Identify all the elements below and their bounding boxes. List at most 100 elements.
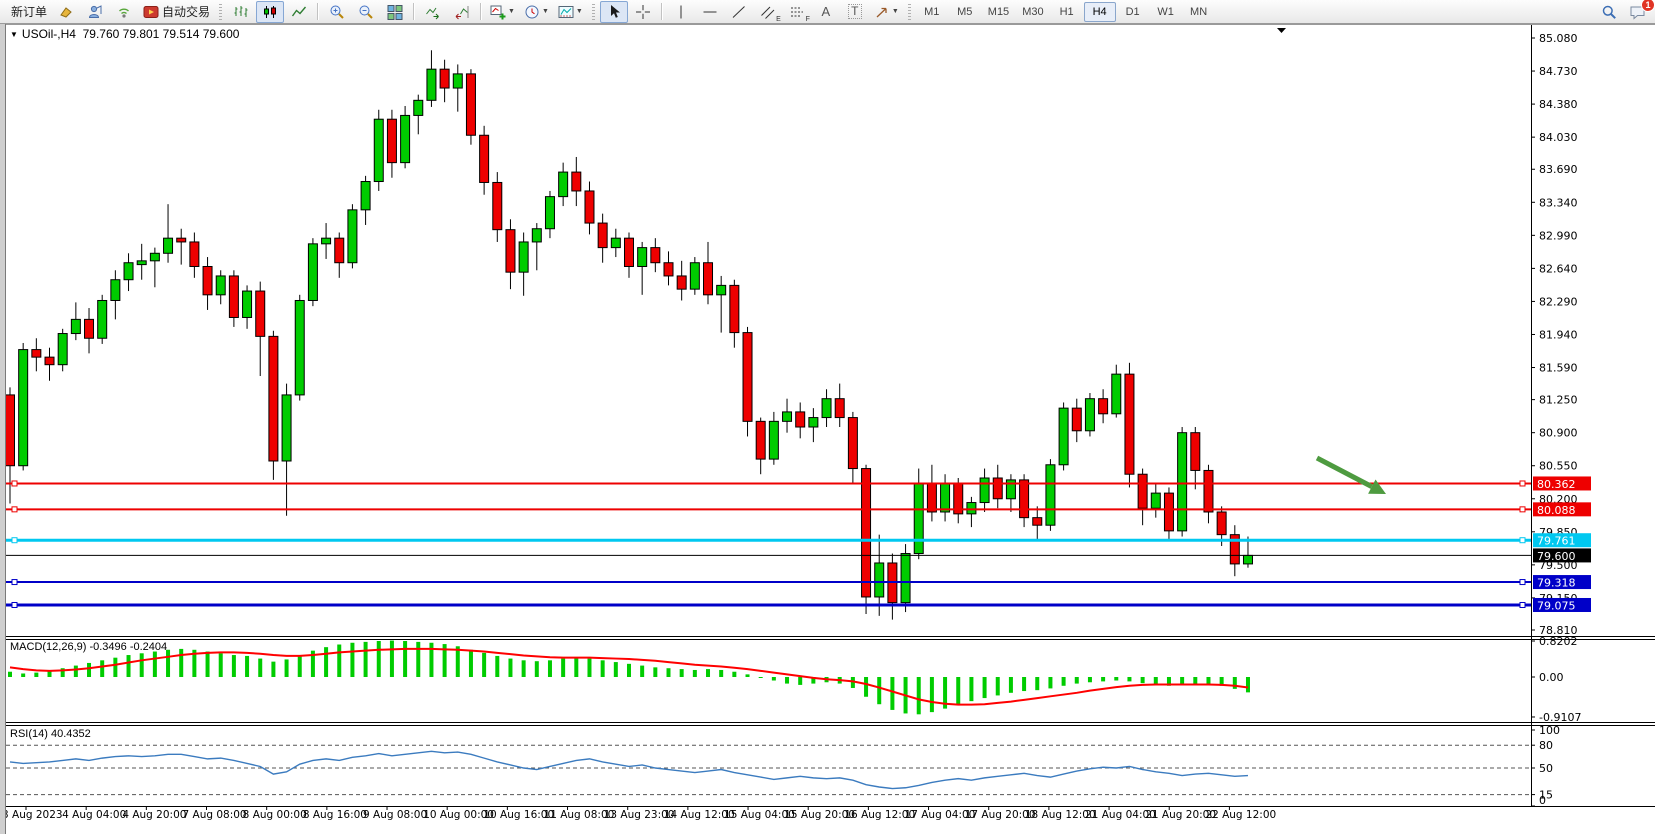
- timeframe-button-h1[interactable]: H1: [1059, 5, 1074, 18]
- chat-button[interactable]: 1: [1623, 0, 1655, 23]
- zoom-out-button[interactable]: [352, 1, 380, 23]
- timeframe-button-m5[interactable]: M5: [957, 5, 973, 18]
- zoom-in-button[interactable]: [323, 1, 351, 23]
- vertical-line-button[interactable]: [667, 1, 695, 23]
- zoom-in-icon: [330, 5, 344, 19]
- svg-text:80: 80: [1539, 739, 1553, 752]
- autotrade-label: 自动交易: [162, 5, 211, 19]
- time-axis[interactable]: 3 Aug 2023 4 Aug 04:004 Aug 20:007 Aug 08…: [2, 806, 1276, 822]
- channel-button[interactable]: E: [754, 1, 782, 23]
- toolbar-gripper: [591, 3, 595, 20]
- shapes-dropdown[interactable]: ▼: [870, 1, 903, 23]
- svg-text:8 Aug 00:00: 8 Aug 00:00: [243, 809, 307, 821]
- price-level-line-80.362[interactable]: [6, 480, 1531, 487]
- timeframe-button-w1[interactable]: W1: [1157, 5, 1174, 18]
- new-chart-dropdown[interactable]: ▼: [486, 1, 519, 23]
- chart-shift-icon: [455, 5, 469, 19]
- line-handle[interactable]: [11, 579, 18, 586]
- svg-text:0.8202: 0.8202: [1539, 635, 1578, 648]
- text-label-button[interactable]: T: [841, 1, 869, 23]
- svg-text:17 Aug 20:00: 17 Aug 20:00: [965, 809, 1036, 821]
- line-handle[interactable]: [11, 506, 18, 513]
- crosshair-button[interactable]: [629, 1, 657, 23]
- timeframe-button-m15[interactable]: M15: [987, 5, 1010, 18]
- cursor-button[interactable]: [599, 0, 628, 23]
- price-level-line-79.761[interactable]: [6, 537, 1531, 544]
- indicators-dropdown[interactable]: ▼: [554, 1, 587, 23]
- svg-text:79.600: 79.600: [1537, 550, 1576, 563]
- rsi-line: [9, 750, 1249, 790]
- navigator-button[interactable]: [81, 1, 109, 23]
- line-handle[interactable]: [11, 601, 18, 608]
- timeframe-button-m30[interactable]: M30: [1022, 5, 1044, 18]
- svg-text:22 Aug 12:00: 22 Aug 12:00: [1205, 809, 1276, 821]
- bar-chart-button[interactable]: [227, 1, 255, 23]
- text-button[interactable]: A: [812, 1, 840, 23]
- line-handle[interactable]: [1519, 506, 1526, 513]
- svg-text:50: 50: [1539, 762, 1553, 775]
- price-level-line-79.075[interactable]: [6, 601, 1531, 608]
- price-tag-79.761: 79.761: [1533, 533, 1591, 548]
- svg-text:80.362: 80.362: [1537, 478, 1576, 491]
- bar-chart-icon: [234, 5, 248, 17]
- svg-text:4 Aug 20:00: 4 Aug 20:00: [122, 809, 186, 821]
- trendline-icon: [732, 5, 745, 18]
- svg-text:11 Aug 08:00: 11 Aug 08:00: [544, 809, 615, 821]
- channel-letter: E: [776, 15, 781, 23]
- line-handle[interactable]: [1519, 537, 1526, 544]
- svg-text:4 Aug 04:00: 4 Aug 04:00: [62, 809, 126, 821]
- search-icon: [1602, 5, 1616, 19]
- signals-icon: [119, 8, 129, 18]
- new-chart-icon: [490, 5, 506, 19]
- line-handle[interactable]: [1519, 601, 1526, 608]
- svg-text:17 Aug 04:00: 17 Aug 04:00: [905, 809, 976, 821]
- svg-text:21 Aug 04:00: 21 Aug 04:00: [1085, 809, 1156, 821]
- timeframe-button-m1[interactable]: M1: [924, 5, 940, 18]
- fibonacci-letter: F: [805, 15, 810, 23]
- line-chart-button[interactable]: [285, 1, 313, 23]
- horizontal-line-button[interactable]: [696, 1, 724, 23]
- period-dropdown[interactable]: ▼: [520, 1, 553, 23]
- svg-text:84.380: 84.380: [1539, 98, 1578, 111]
- trendline-button[interactable]: [725, 1, 753, 23]
- line-handle[interactable]: [11, 537, 18, 544]
- price-level-line-79.318[interactable]: [6, 579, 1531, 586]
- svg-text:81.940: 81.940: [1539, 328, 1578, 341]
- svg-text:15 Aug 20:00: 15 Aug 20:00: [784, 809, 855, 821]
- new-order-button[interactable]: 新订单: [4, 1, 51, 23]
- timeframe-button-d1[interactable]: D1: [1125, 5, 1140, 18]
- collapse-icon[interactable]: ▼: [10, 30, 18, 39]
- chart-shift-button[interactable]: [448, 1, 476, 23]
- autotrade-button[interactable]: 自动交易: [139, 1, 214, 23]
- zoom-out-icon: [359, 5, 373, 19]
- line-handle[interactable]: [1519, 579, 1526, 586]
- line-handle[interactable]: [11, 480, 18, 487]
- market-watch-button[interactable]: [52, 1, 80, 23]
- search-button[interactable]: [1595, 1, 1623, 23]
- svg-text:13 Aug 23:00: 13 Aug 23:00: [604, 809, 675, 821]
- timeframe-button-mn[interactable]: MN: [1190, 5, 1208, 18]
- fibonacci-button[interactable]: F: [783, 1, 811, 23]
- line-handle[interactable]: [1519, 480, 1526, 487]
- rsi-pane: 100 80 50 150: [6, 724, 1560, 807]
- svg-text:80.900: 80.900: [1539, 427, 1578, 440]
- scroll-to-end-marker-icon[interactable]: [1277, 28, 1286, 33]
- tile-windows-button[interactable]: [381, 1, 409, 23]
- price-level-line-80.088[interactable]: [6, 506, 1531, 513]
- crosshair-icon: [635, 4, 650, 19]
- toolbar-separator: [660, 3, 663, 20]
- shapes-arrow-icon: [876, 7, 887, 17]
- svg-text:18 Aug 12:00: 18 Aug 12:00: [1025, 809, 1096, 821]
- svg-text:15: 15: [1539, 789, 1553, 802]
- timeframe-button-h4[interactable]: H4: [1083, 1, 1116, 22]
- signals-button[interactable]: [110, 1, 138, 23]
- text-label-letter: T: [848, 4, 862, 19]
- svg-text:100: 100: [1539, 724, 1560, 737]
- arrow-annotation[interactable]: [1315, 455, 1386, 494]
- auto-scroll-button[interactable]: [419, 1, 447, 23]
- price-tag-79.075: 79.075: [1533, 597, 1591, 612]
- svg-text:10 Aug 00:00: 10 Aug 00:00: [423, 809, 494, 821]
- dropdown-arrow-icon: ▼: [508, 8, 515, 15]
- candlestick-button[interactable]: [256, 0, 285, 23]
